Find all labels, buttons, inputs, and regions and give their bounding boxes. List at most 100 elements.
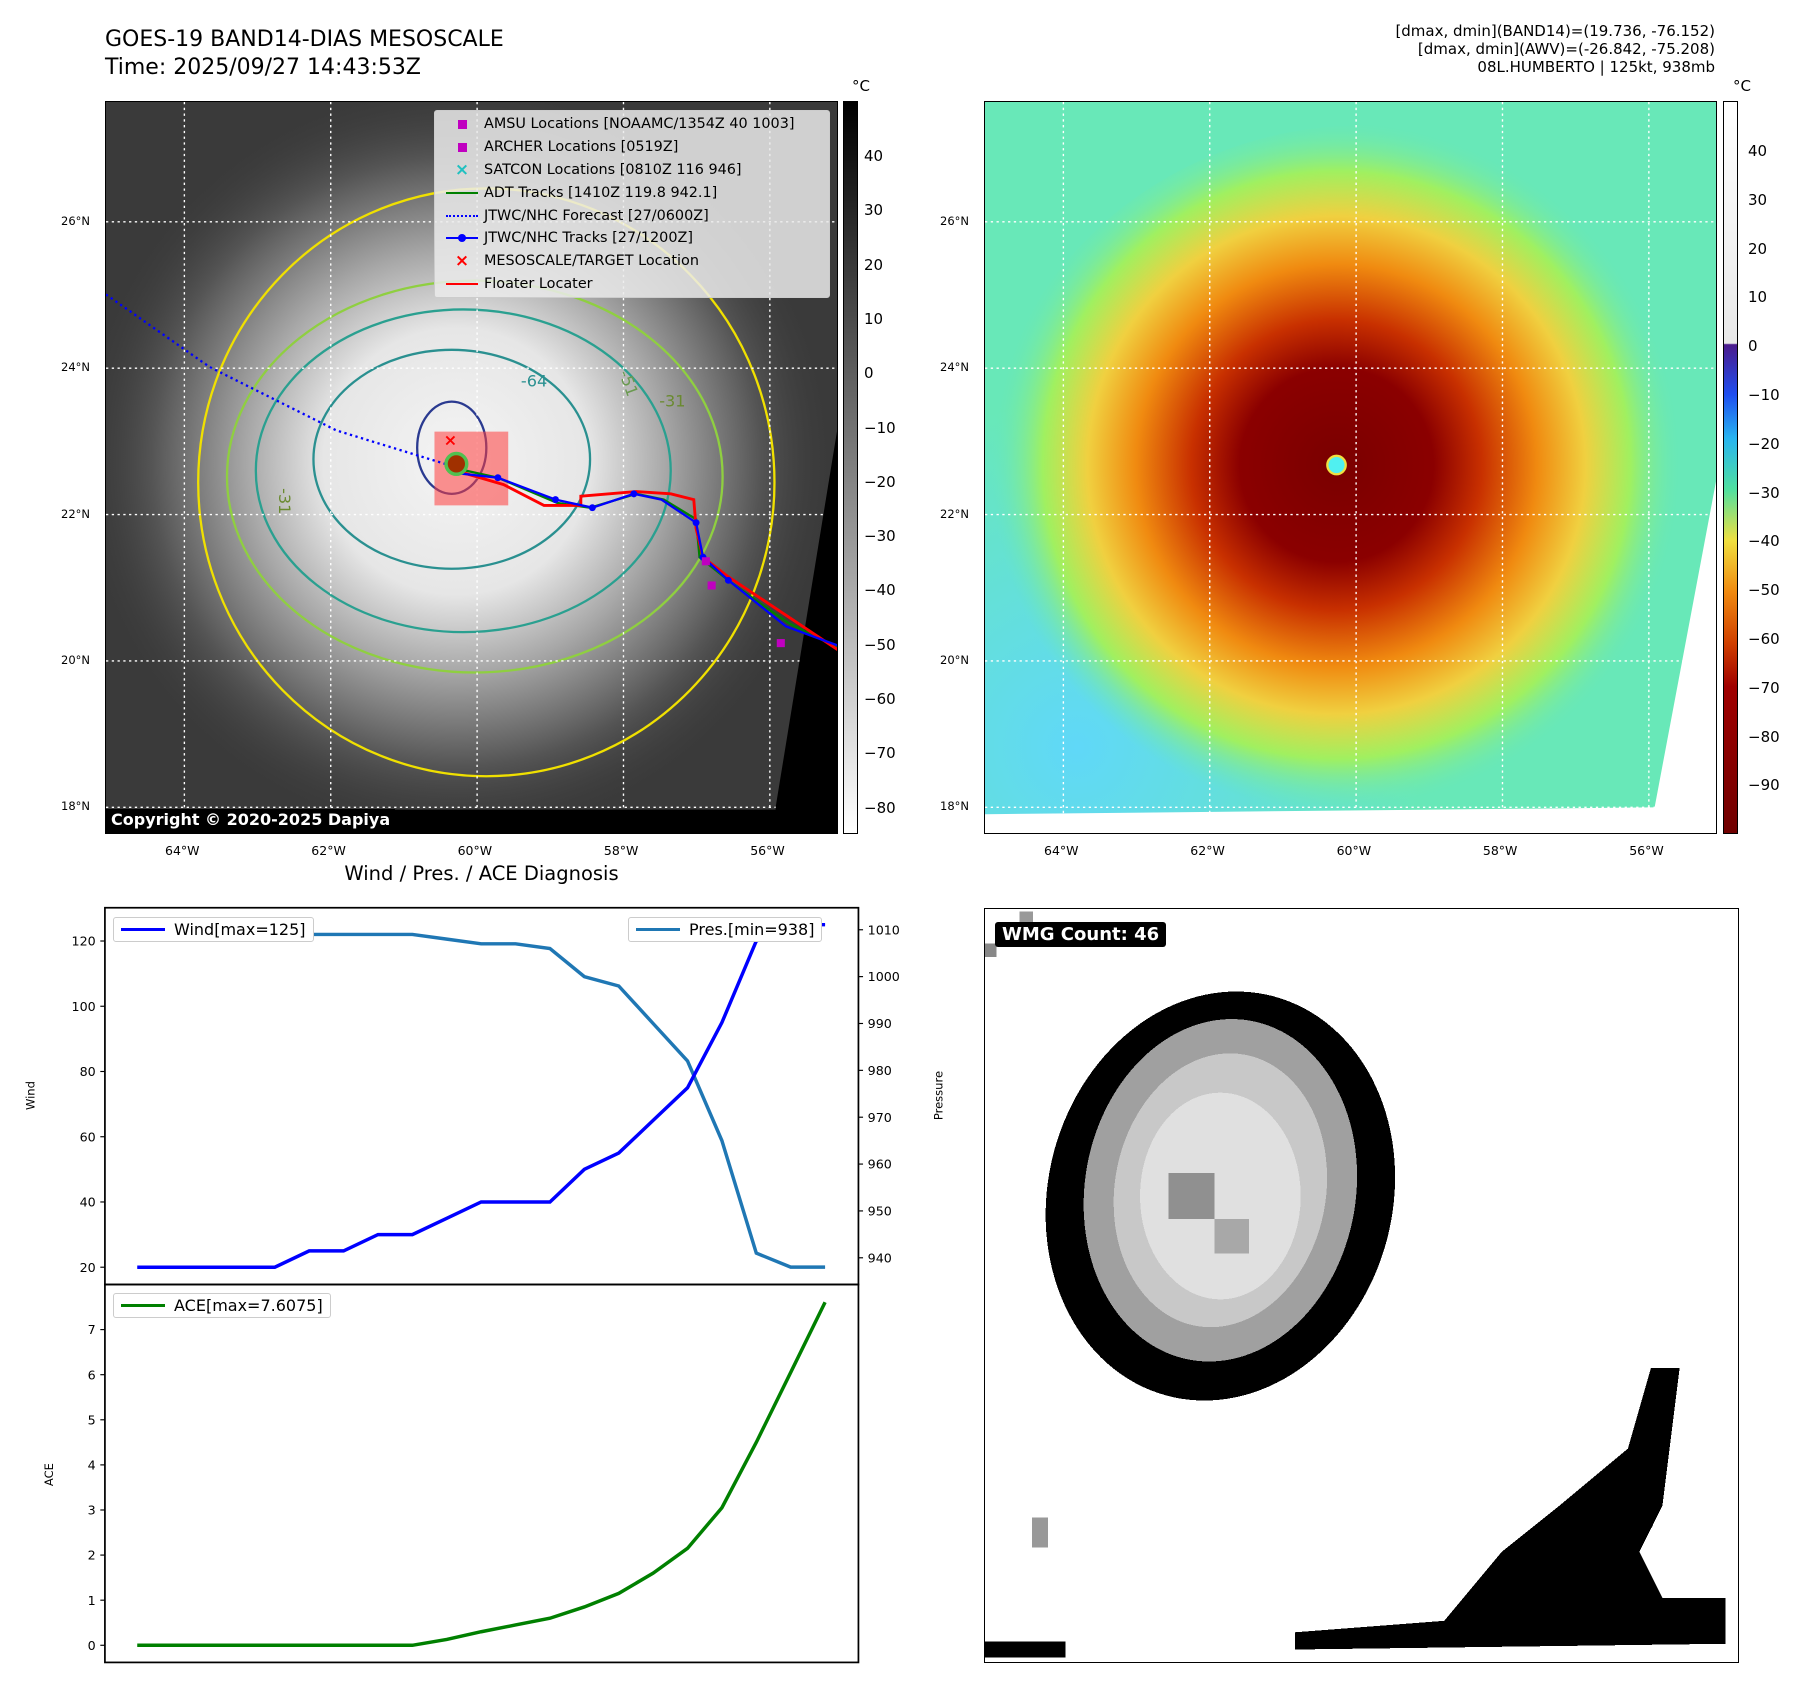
storm-info: [dmax, dmin](BAND14)=(19.736, -76.152) [… — [1395, 22, 1715, 76]
colorbar-tick: −60 — [1748, 630, 1780, 648]
legend-label: Floater Locater — [484, 275, 593, 292]
square-marker-icon — [440, 142, 484, 152]
y-tick-label: 7 — [88, 1322, 96, 1337]
legend-label: ADT Tracks [1410Z 119.8 942.1] — [484, 184, 718, 201]
x-marker-icon: × — [454, 251, 470, 272]
colorbar-tick: 20 — [1748, 239, 1768, 258]
amsu-markers — [701, 557, 785, 648]
y-tick-label: 4 — [88, 1457, 96, 1472]
ace-axis-label: ACE — [42, 1463, 56, 1486]
lon-label-right: 62°W — [1190, 843, 1225, 858]
x-marker-icon: × — [454, 159, 470, 180]
y-tick-label: 6 — [88, 1367, 96, 1382]
ace-line — [137, 1301, 827, 1648]
nhc-track-points — [494, 474, 732, 584]
colorbar-tick: 10 — [1748, 288, 1768, 307]
target-x-marker: × — [444, 430, 458, 449]
legend-item: JTWC/NHC Forecast [27/0600Z] — [440, 204, 824, 227]
legend-item: Floater Locater — [440, 273, 824, 296]
colorbar-tick: 30 — [1748, 190, 1768, 209]
line-dot-icon — [440, 234, 484, 243]
ace-legend-swatch — [121, 1304, 165, 1307]
colorbar-tick: 40 — [864, 147, 884, 165]
colorbar-tick: −20 — [1748, 434, 1780, 453]
colorbar-tick: −30 — [864, 527, 896, 546]
legend-item: JTWC/NHC Tracks [27/1200Z] — [440, 227, 824, 250]
pressure-legend: Pres.[min=938] — [628, 917, 823, 942]
lat-label-left: 18°N — [61, 799, 90, 814]
colorbar-tick: −10 — [1748, 386, 1780, 404]
lon-label-right: 56°W — [1629, 843, 1664, 858]
contour-label: -31 — [659, 391, 685, 410]
hurricane-cloud-field — [985, 125, 1716, 833]
wmg-panel — [984, 908, 1739, 1663]
figure-title: GOES-19 BAND14-DIAS MESOSCALE Time: 2025… — [105, 27, 504, 80]
map-legend: AMSU Locations [NOAAMC/1354Z 40 1003] ARC… — [434, 110, 830, 299]
y-tick-label: 1000 — [868, 969, 900, 984]
y-tick-label: 960 — [868, 1157, 892, 1172]
lat-label-left: 24°N — [61, 360, 90, 375]
y-tick-label: 970 — [868, 1110, 892, 1125]
legend-item: × SATCON Locations [0810Z 116 946] — [440, 159, 824, 182]
colorbar-tick: −80 — [864, 798, 896, 817]
y-tick-label: 80 — [80, 1064, 96, 1079]
legend-label: MESOSCALE/TARGET Location — [484, 253, 699, 270]
legend-item: × MESOSCALE/TARGET Location — [440, 250, 824, 273]
square-marker-icon — [440, 119, 484, 129]
lon-label-left: 58°W — [603, 843, 639, 858]
y-tick-label: 950 — [868, 1204, 892, 1219]
forecast-track — [106, 293, 457, 469]
y-tick-label: 5 — [88, 1412, 96, 1427]
legend-label: AMSU Locations [NOAAMC/1354Z 40 1003] — [484, 116, 795, 133]
lon-label-left: 56°W — [750, 843, 785, 858]
grayscale-colorbar — [843, 101, 858, 834]
ir-grayscale-map: × -64 -31 -31 -51 AMSU Locations [NOAAMC… — [105, 101, 838, 834]
lon-label-right: 58°W — [1482, 843, 1518, 858]
pressure-line — [137, 928, 826, 1269]
wind-legend: Wind[max=125] — [113, 917, 314, 942]
wind-line — [137, 922, 826, 1269]
color-colorbar — [1723, 101, 1738, 834]
pressure-legend-swatch — [636, 928, 680, 931]
colorbar-tick: −20 — [864, 472, 896, 491]
lat-label-left: 22°N — [61, 506, 90, 521]
colorbar-tick: 0 — [1748, 337, 1758, 356]
colorbar-tick: −50 — [1748, 581, 1780, 600]
chart-title: Wind / Pres. / ACE Diagnosis — [344, 862, 619, 885]
lat-label-right: 24°N — [940, 360, 969, 375]
lat-label-right: 18°N — [940, 799, 969, 814]
wind-legend-swatch — [121, 928, 165, 931]
gridlines — [985, 102, 1716, 833]
storm-center-marker — [444, 451, 469, 476]
solid-line-icon — [440, 282, 484, 285]
legend-label: JTWC/NHC Forecast [27/0600Z] — [484, 207, 709, 224]
wmg-land-mass — [1294, 1368, 1726, 1650]
colorbar-tick: −30 — [1748, 483, 1780, 502]
contour-label: -31 — [275, 488, 294, 514]
colorbar-tick: −10 — [864, 418, 896, 437]
y-tick-label: 990 — [868, 1016, 892, 1031]
adt-track — [456, 467, 837, 649]
dotted-line-icon — [440, 214, 484, 217]
lat-label-right: 22°N — [940, 506, 969, 521]
colorbar-tick: −60 — [864, 690, 896, 708]
lat-label-left: 20°N — [61, 652, 90, 667]
y-tick-label: 40 — [80, 1195, 96, 1210]
nhc-track — [456, 471, 837, 647]
wind-axis-label: Wind — [24, 1081, 38, 1110]
y-tick-label: 120 — [72, 934, 96, 949]
diagnosis-chart: 2040608010012094095096097098099010001010… — [24, 906, 946, 1664]
pressure-axis-label: Pressure — [932, 1071, 946, 1120]
colorbar-tick: 30 — [864, 201, 884, 220]
legend-item: ARCHER Locations [0519Z] — [440, 136, 824, 159]
colorbar-tick: 10 — [864, 309, 884, 328]
lat-label-left: 26°N — [61, 214, 90, 228]
lon-label-left: 60°W — [457, 843, 493, 858]
colorbar-tick: −70 — [864, 744, 896, 763]
legend-label: JTWC/NHC Tracks [27/1200Z] — [484, 230, 693, 247]
y-tick-label: 3 — [88, 1503, 96, 1518]
colorbar-tick: −40 — [1748, 532, 1780, 551]
colorbar-tick: −80 — [1748, 727, 1780, 746]
y-tick-label: 1 — [88, 1593, 96, 1608]
legend-item: AMSU Locations [NOAAMC/1354Z 40 1003] — [440, 113, 824, 136]
